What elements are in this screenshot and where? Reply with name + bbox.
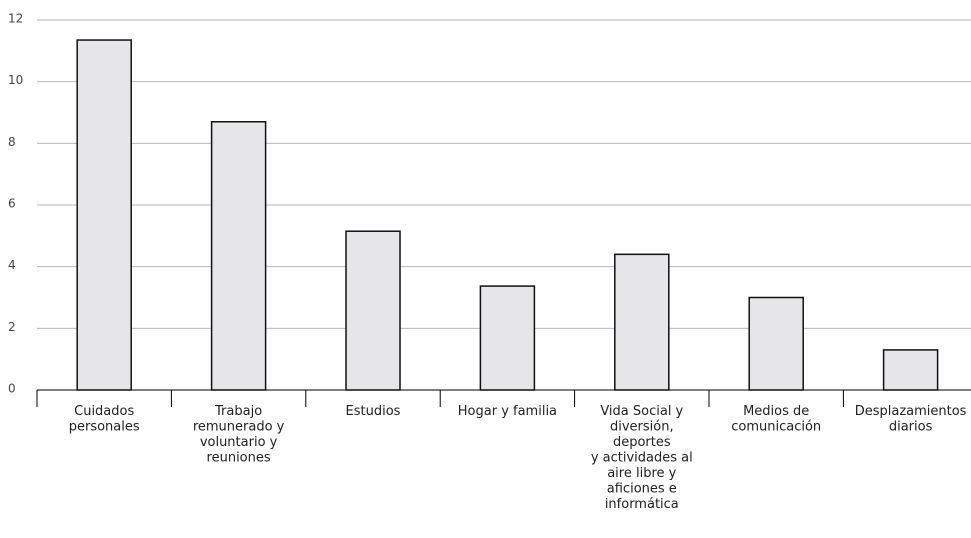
x-tick-label: Medios de comunicación — [731, 404, 821, 435]
y-tick-label: 10 — [8, 73, 23, 87]
y-tick-label: 2 — [8, 320, 16, 334]
bar — [748, 296, 804, 391]
y-tick-label: 6 — [8, 197, 16, 211]
x-tick-label: Hogar y familia — [458, 404, 557, 419]
bar — [210, 121, 267, 391]
bar — [882, 349, 939, 391]
x-tick-label: Trabajo remunerado y voluntario y reuniones — [193, 404, 285, 466]
y-tick-label: 8 — [8, 135, 16, 149]
bar — [76, 39, 132, 391]
x-tick-label: Cuidados personales — [69, 404, 140, 435]
y-tick-label: 4 — [8, 258, 16, 272]
bar — [614, 253, 670, 391]
x-tick-label: Vida Social y diversión, deportes y activid… — [591, 404, 693, 512]
bar — [345, 230, 401, 391]
y-tick-label: 12 — [8, 12, 23, 26]
x-tick-label: Desplazamientos diarios — [855, 404, 967, 435]
y-tick-label: 0 — [8, 382, 16, 396]
x-tick-label: Estudios — [346, 404, 401, 419]
bar — [479, 285, 536, 391]
